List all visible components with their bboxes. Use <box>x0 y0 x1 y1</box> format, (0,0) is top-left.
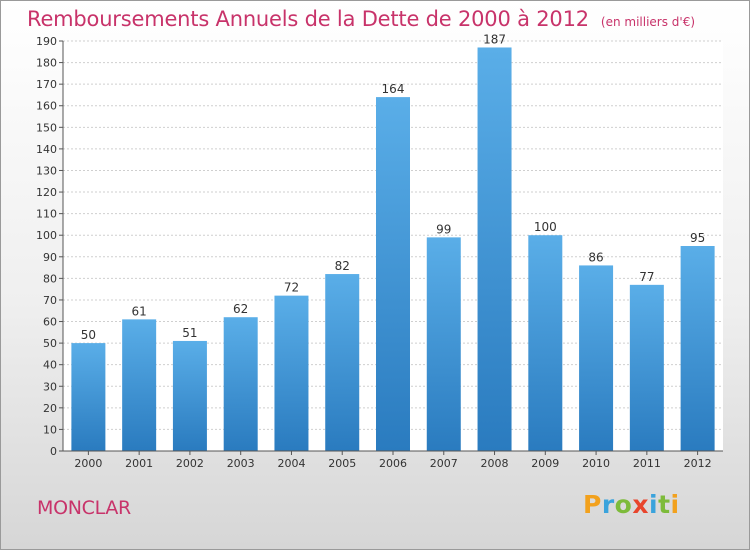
bar <box>71 343 106 451</box>
y-tick-label: 160 <box>36 100 57 113</box>
commune-name: MONCLAR <box>37 497 131 519</box>
data-label: 62 <box>233 302 248 316</box>
x-tick-label: 2007 <box>430 457 458 470</box>
data-label: 95 <box>690 231 705 245</box>
y-tick-label: 120 <box>36 186 57 199</box>
y-tick-label: 80 <box>43 272 57 285</box>
y-tick-label: 50 <box>43 337 57 350</box>
bars <box>71 47 715 452</box>
bar <box>325 274 360 451</box>
data-label: 50 <box>81 328 96 342</box>
y-axis-ticks: 0 10 20 30 40 50 60 70 80 90 100 110 120 130 140 150 160… <box>36 35 63 458</box>
bar <box>426 237 461 451</box>
y-tick-label: 130 <box>36 164 57 177</box>
x-tick-label: 2001 <box>125 457 153 470</box>
data-label: 187 <box>483 32 506 46</box>
y-tick-label: 60 <box>43 316 57 329</box>
proxiti-logo: Proxiti <box>583 490 680 519</box>
data-label: 164 <box>382 82 405 96</box>
data-label: 61 <box>132 304 147 318</box>
bar <box>680 246 715 451</box>
y-tick-label: 0 <box>50 445 57 458</box>
data-label: 86 <box>588 250 603 264</box>
logo-letter: t <box>658 490 671 519</box>
logo-letter: i <box>649 490 659 519</box>
bar <box>477 47 512 451</box>
logo-letter: r <box>601 490 615 519</box>
y-tick-label: 20 <box>43 402 57 415</box>
data-label: 72 <box>284 281 299 295</box>
bar <box>528 235 563 451</box>
chart-unit: (en milliers d'€) <box>600 15 696 29</box>
data-label: 99 <box>436 222 451 236</box>
y-tick-label: 90 <box>43 251 57 264</box>
axes <box>62 41 723 452</box>
bar <box>223 317 258 451</box>
y-tick-label: 150 <box>36 121 57 134</box>
x-tick-label: 2000 <box>74 457 102 470</box>
bar <box>172 340 207 451</box>
y-tick-label: 40 <box>43 359 57 372</box>
y-tick-label: 10 <box>43 423 57 436</box>
x-tick-label: 2008 <box>481 457 509 470</box>
y-tick-label: 70 <box>43 294 57 307</box>
bar <box>376 97 410 452</box>
x-tick-label: 2002 <box>176 457 204 470</box>
y-tick-label: 140 <box>36 143 57 156</box>
x-axis-ticks: 2000 2001 2002 2003 2004 2005 2006 2007 2008 2009… <box>74 451 712 470</box>
x-tick-label: 2010 <box>582 457 610 470</box>
y-tick-label: 30 <box>43 380 57 393</box>
data-label: 77 <box>639 270 654 284</box>
logo-letter: i <box>670 490 680 519</box>
bar <box>629 284 664 451</box>
value-labels: 50 61 51 62 72 82 164 99 187 100 86 77 95 <box>81 32 706 342</box>
x-tick-label: 2009 <box>531 457 559 470</box>
y-tick-label: 110 <box>36 208 57 221</box>
y-tick-label: 170 <box>36 78 57 91</box>
y-tick-label: 100 <box>36 229 57 242</box>
bar <box>579 265 614 451</box>
bar <box>274 295 309 451</box>
x-tick-label: 2004 <box>277 457 305 470</box>
y-tick-label: 190 <box>36 35 57 48</box>
x-tick-label: 2003 <box>227 457 255 470</box>
data-label: 100 <box>534 220 557 234</box>
y-tick-label: 180 <box>36 57 57 70</box>
x-tick-label: 2006 <box>379 457 407 470</box>
x-tick-label: 2005 <box>328 457 356 470</box>
x-tick-label: 2012 <box>684 457 712 470</box>
title-row: Remboursements Annuels de la Dette de 20… <box>27 7 695 31</box>
logo-letter: P <box>583 490 602 519</box>
logo-letter: x <box>632 490 649 519</box>
logo-letter: o <box>614 490 633 519</box>
x-tick-label: 2011 <box>633 457 661 470</box>
chart-title: Remboursements Annuels de la Dette de 20… <box>27 7 589 31</box>
data-label: 51 <box>182 326 197 340</box>
bar <box>122 319 157 451</box>
data-label: 82 <box>335 259 350 273</box>
